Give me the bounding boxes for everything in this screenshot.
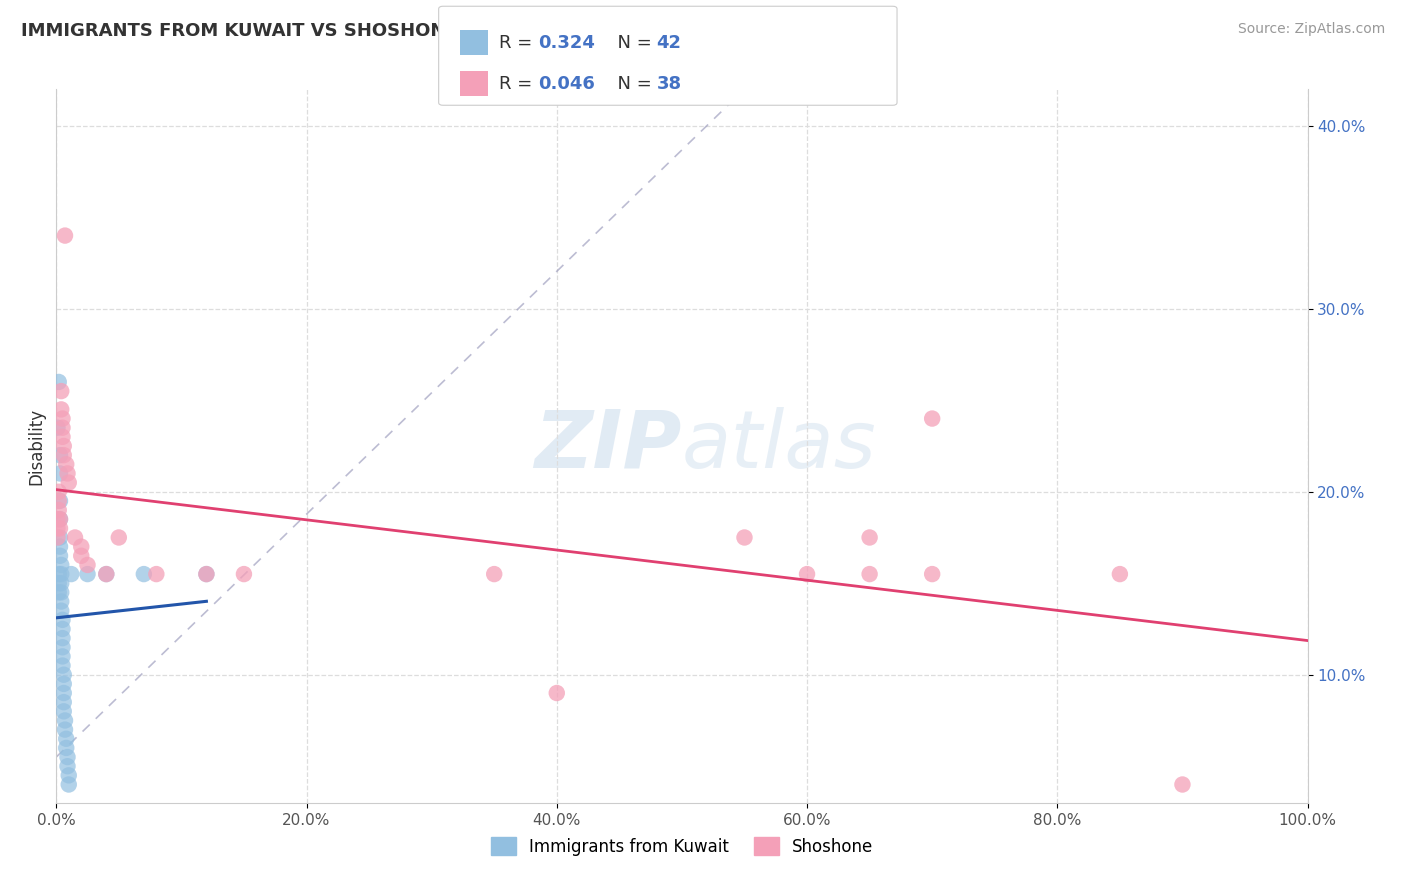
Point [53,714,76,728]
Point [55,458,77,472]
Point [52,677,75,691]
Point [60,567,83,582]
Point [233,567,256,582]
Point [858,567,880,582]
Point [52,448,75,462]
Point [56,750,79,764]
Text: R =: R = [499,34,538,52]
Point [48,567,70,582]
Point [96,567,118,582]
Point [132,567,155,582]
Point [51,558,73,572]
Point [546,686,568,700]
Text: ZIP: ZIP [534,407,682,485]
Point [51,384,73,398]
Point [63,531,86,545]
Point [56,467,79,481]
Point [51,658,73,673]
Text: 0.324: 0.324 [538,34,595,52]
Point [56,759,79,773]
Point [858,531,880,545]
Y-axis label: Disability: Disability [27,408,45,484]
Point [53,723,76,737]
Text: atlas: atlas [682,407,877,485]
Text: IMMIGRANTS FROM KUWAIT VS SHOSHONE DISABILITY CORRELATION CHART: IMMIGRANTS FROM KUWAIT VS SHOSHONE DISAB… [21,22,797,40]
Point [108,531,131,545]
Text: 0.046: 0.046 [538,75,595,93]
Point [48,585,70,599]
Point [145,567,167,582]
Point [734,531,756,545]
Point [51,640,73,655]
Point [1109,567,1132,582]
Point [52,704,75,718]
Legend: Immigrants from Kuwait, Shoshone: Immigrants from Kuwait, Shoshone [484,830,880,863]
Point [55,731,77,746]
Point [48,375,70,389]
Point [51,585,73,599]
Point [70,540,93,554]
Point [51,420,73,434]
Point [76,567,98,582]
Point [51,430,73,444]
Point [195,567,218,582]
Point [51,567,73,582]
Point [49,494,72,508]
Point [96,567,118,582]
Point [49,521,72,535]
Point [51,631,73,645]
Point [49,549,72,563]
Point [49,448,72,462]
Text: 38: 38 [657,75,682,93]
Point [46,420,69,434]
Point [195,567,218,582]
Point [76,558,98,572]
Point [51,604,73,618]
Point [51,594,73,608]
Point [51,649,73,664]
Point [48,503,70,517]
Point [51,576,73,591]
Point [70,549,93,563]
Point [46,531,69,545]
Point [46,512,69,526]
Point [51,613,73,627]
Point [53,228,76,243]
Point [921,411,943,425]
Point [48,484,70,499]
Point [58,475,80,490]
Point [58,777,80,791]
Point [58,768,80,782]
Point [51,411,73,425]
Point [52,439,75,453]
Point [55,740,77,755]
Point [484,567,506,582]
Point [52,695,75,709]
Point [796,567,818,582]
Point [48,576,70,591]
Point [52,667,75,681]
Point [49,512,72,526]
Point [921,567,943,582]
Text: Source: ZipAtlas.com: Source: ZipAtlas.com [1237,22,1385,37]
Point [1171,777,1194,791]
Point [48,494,70,508]
Point [49,540,72,554]
Point [51,402,73,417]
Text: 42: 42 [657,34,682,52]
Point [49,531,72,545]
Point [49,467,72,481]
Point [52,686,75,700]
Point [49,512,72,526]
Point [46,521,69,535]
Point [51,622,73,636]
Text: R =: R = [499,75,538,93]
Text: N =: N = [606,75,658,93]
Text: N =: N = [606,34,658,52]
